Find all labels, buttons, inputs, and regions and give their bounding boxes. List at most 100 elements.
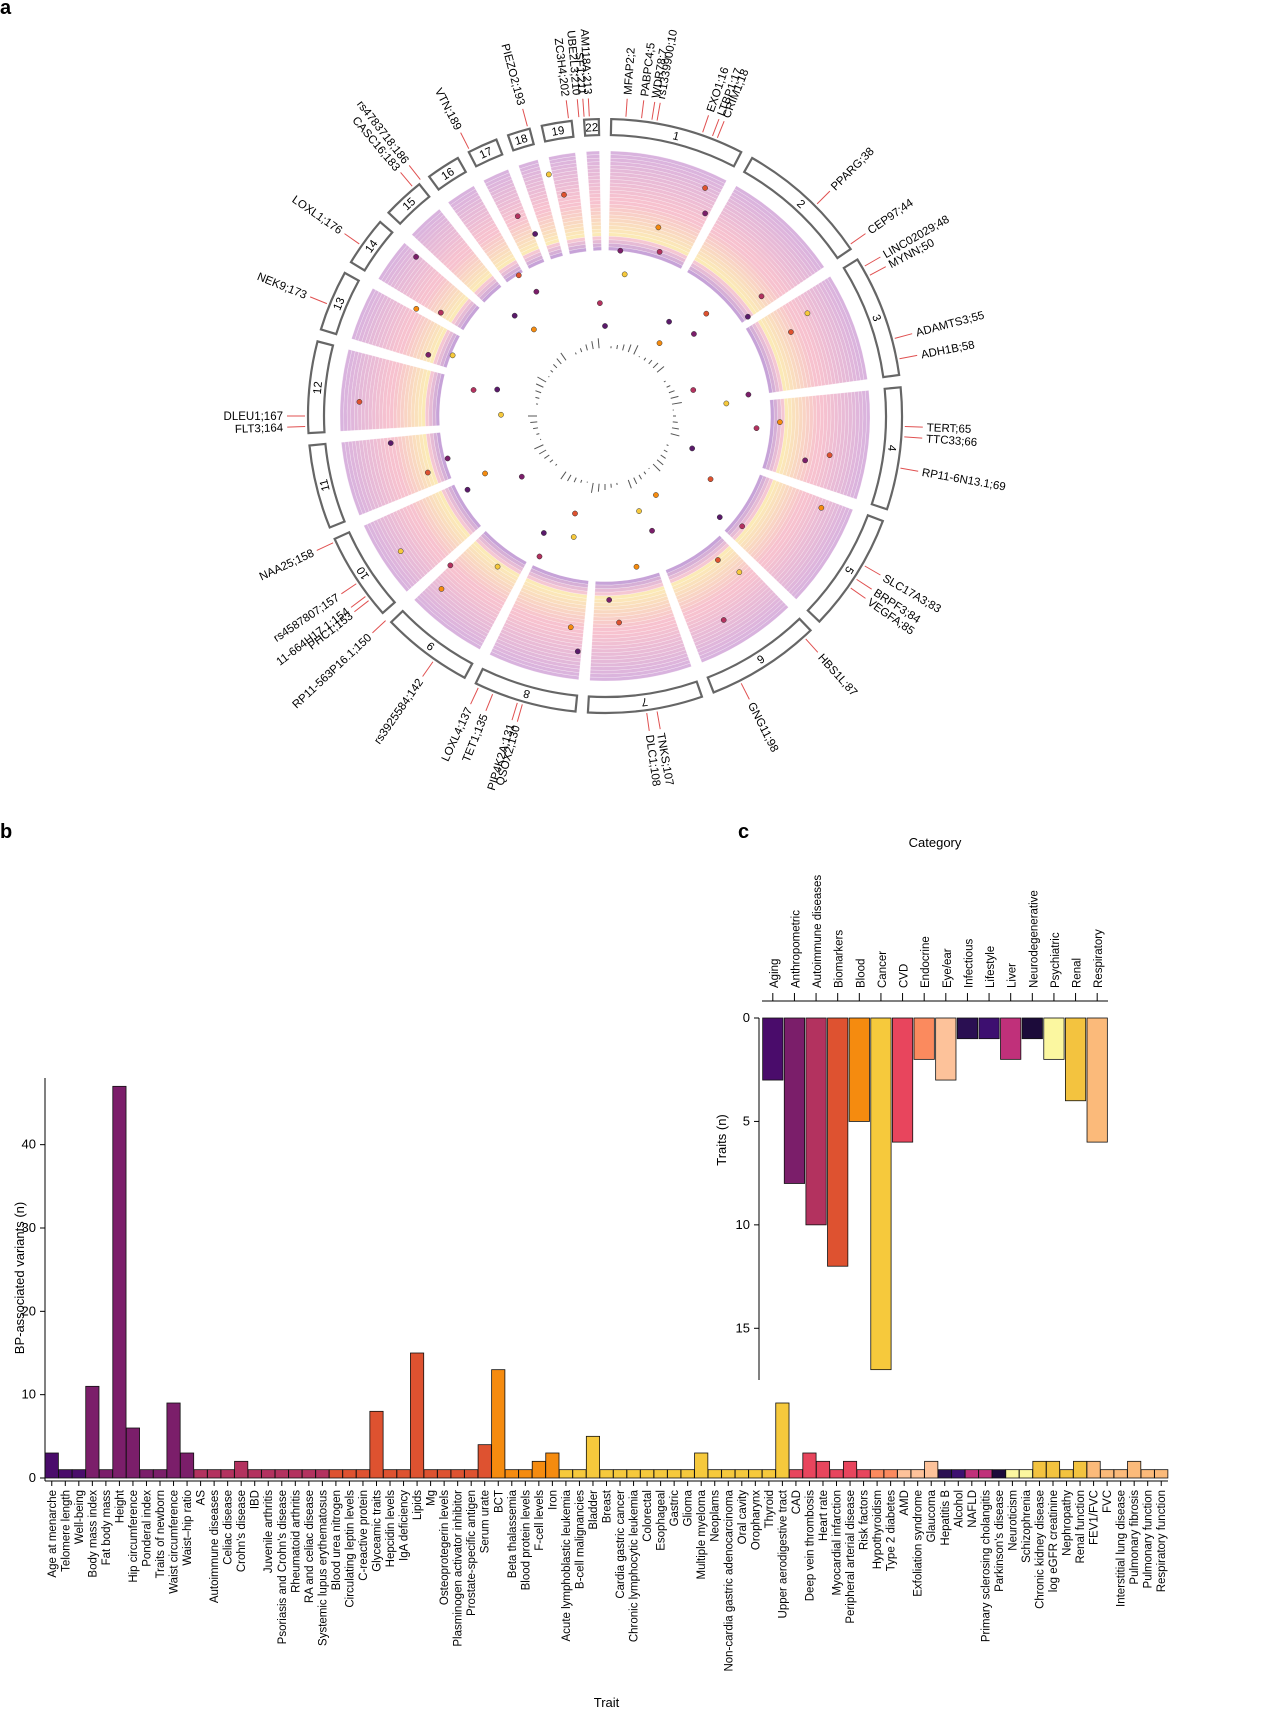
locus-point bbox=[653, 492, 659, 498]
x-tick-label-b: Myocardial infarction bbox=[832, 1490, 844, 1595]
locus-point bbox=[540, 530, 547, 536]
panel-letter-b: b bbox=[0, 821, 12, 843]
x-tick-label-c: Biomarkers bbox=[834, 930, 846, 988]
track-band bbox=[595, 572, 661, 586]
locus-leader bbox=[470, 687, 479, 705]
inner-tick bbox=[544, 454, 550, 459]
bar-b bbox=[558, 1469, 573, 1479]
y-tick-label-b: 30 bbox=[22, 1220, 36, 1235]
x-tick-label-b: Blood protein levels bbox=[520, 1490, 532, 1591]
x-tick-label-b: Serum urate bbox=[480, 1490, 492, 1553]
track-band bbox=[589, 197, 601, 202]
panel-letter-a: a bbox=[0, 0, 12, 19]
track-band bbox=[588, 182, 601, 188]
panel-letter-c: c bbox=[738, 821, 749, 843]
inner-tick bbox=[668, 390, 675, 394]
x-tick-label-b: Gastric bbox=[669, 1490, 681, 1527]
chromosome-segment bbox=[842, 257, 901, 379]
x-tick-label-b: Oropharynx bbox=[750, 1490, 762, 1550]
locus-point bbox=[567, 624, 574, 631]
locus-label: TERT;65 bbox=[927, 422, 972, 436]
x-tick-label-b: Breast bbox=[602, 1489, 614, 1523]
track-band bbox=[504, 268, 524, 283]
x-tick-label-b: Upper aerodigestive tract bbox=[777, 1489, 789, 1618]
bar-c bbox=[870, 1017, 892, 1371]
chart-title-c: Category bbox=[909, 835, 962, 850]
track-band bbox=[589, 193, 601, 198]
locus-point bbox=[818, 504, 825, 511]
track-band bbox=[443, 334, 461, 368]
y-tick-label-b: 0 bbox=[29, 1470, 36, 1485]
locus-label: ADAMTS3;55 bbox=[915, 310, 986, 340]
chromosome-segment bbox=[308, 442, 346, 529]
bar-b bbox=[897, 1469, 912, 1479]
x-tick-label-b: RA and celiac disease bbox=[304, 1490, 316, 1603]
bar-c bbox=[1043, 1017, 1065, 1060]
locus-point bbox=[518, 473, 525, 480]
locus-point bbox=[533, 288, 540, 295]
inner-tick bbox=[666, 385, 671, 388]
x-tick-label-b: Deep vein thrombosis bbox=[804, 1490, 816, 1601]
x-tick-label-b: Lipids bbox=[412, 1490, 424, 1520]
locus-point bbox=[444, 455, 451, 462]
bar-b bbox=[44, 1452, 59, 1479]
bar-b bbox=[870, 1469, 885, 1479]
locus-leader bbox=[460, 132, 470, 149]
chromosome-label: 7 bbox=[640, 695, 648, 708]
track-band bbox=[460, 305, 480, 331]
chromosome-segment bbox=[306, 340, 335, 435]
bar-b bbox=[125, 1427, 140, 1479]
bar-b bbox=[288, 1469, 303, 1479]
locus-point bbox=[494, 563, 501, 570]
bar-b bbox=[423, 1469, 438, 1479]
inner-tick bbox=[633, 345, 639, 355]
x-tick-label-b: CAD bbox=[791, 1490, 803, 1514]
locus-point bbox=[656, 340, 663, 346]
locus-point bbox=[514, 213, 521, 220]
locus-leader bbox=[422, 661, 434, 677]
x-tick-label-b: Osteoprotegerin levels bbox=[439, 1490, 451, 1605]
locus-point bbox=[397, 548, 404, 555]
inner-tick bbox=[652, 362, 659, 369]
inner-tick bbox=[643, 471, 647, 475]
x-tick-label-b: Parkinson's disease bbox=[994, 1490, 1006, 1592]
chromosome-segment bbox=[742, 156, 853, 260]
inner-tick bbox=[533, 427, 539, 430]
bar-b bbox=[1045, 1460, 1061, 1479]
bar-c bbox=[935, 1017, 957, 1081]
x-tick-label-b: Blood urea nitrogen bbox=[331, 1490, 343, 1590]
bar-b bbox=[937, 1469, 952, 1479]
inner-tick bbox=[556, 358, 562, 365]
locus-point bbox=[572, 510, 578, 517]
inner-tick bbox=[622, 344, 625, 351]
locus-leader bbox=[350, 596, 366, 608]
x-tick-label-c: Aging bbox=[769, 959, 781, 988]
bar-b bbox=[1100, 1469, 1115, 1479]
bar-b bbox=[964, 1469, 979, 1479]
bar-b bbox=[410, 1352, 425, 1479]
x-tick-label-b: Beta thalassemia bbox=[507, 1489, 519, 1578]
chromosome-segment bbox=[609, 117, 743, 168]
inner-tick bbox=[590, 482, 594, 493]
y-tick-label-b: 20 bbox=[22, 1303, 36, 1318]
bar-b bbox=[112, 1085, 127, 1479]
locus-point bbox=[702, 185, 708, 191]
locus-point bbox=[655, 224, 662, 231]
locus-leader bbox=[651, 101, 656, 120]
bar-c bbox=[762, 1017, 784, 1081]
bar-b bbox=[1154, 1469, 1169, 1479]
bar-c bbox=[1064, 1017, 1087, 1102]
y-tick-label-c: 0 bbox=[743, 1010, 750, 1025]
x-tick-label-b: FVC bbox=[1102, 1490, 1114, 1513]
x-tick-label-b: Glioma bbox=[683, 1489, 695, 1526]
track-band bbox=[686, 268, 746, 324]
x-tick-label-b: Pulmonary function bbox=[1143, 1490, 1155, 1588]
chromosome-label: 11 bbox=[318, 478, 333, 492]
x-tick-label-b: Acute lymphoblastic leukemia bbox=[561, 1489, 573, 1641]
locus-leader bbox=[740, 683, 750, 700]
chromosome-segment bbox=[806, 513, 885, 624]
chromosome-label: 4 bbox=[885, 444, 898, 452]
bar-b bbox=[978, 1469, 993, 1479]
x-tick-label-b: Plasminogen activator inhibitor bbox=[453, 1490, 465, 1647]
locus-leader bbox=[656, 711, 661, 730]
